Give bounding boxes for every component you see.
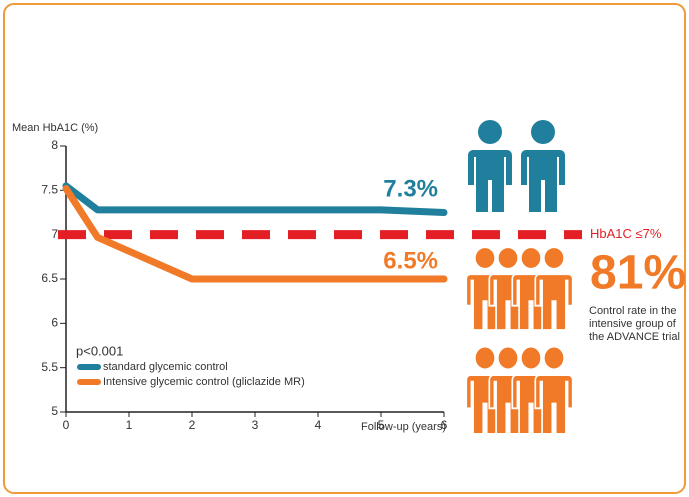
x-tick-label: 0	[63, 418, 70, 432]
y-tick-label: 6.5	[41, 271, 58, 285]
highlight-text: Control rate in the	[589, 305, 676, 317]
series-line	[62, 185, 448, 283]
y-tick-label: 6	[51, 316, 58, 330]
x-tick-label: 1	[126, 418, 133, 432]
x-tick-label: 5	[378, 418, 385, 432]
legend-label: standard glycemic control	[103, 361, 228, 373]
frame	[3, 3, 686, 494]
highlight-text: the ADVANCE trial	[589, 331, 680, 343]
highlight-value: 81%	[590, 247, 686, 300]
highlight-text: intensive group of	[589, 318, 677, 330]
threshold-label: HbA1C ≤7%	[590, 226, 662, 241]
x-tick-label: 4	[315, 418, 322, 432]
y-tick-label: 8	[51, 138, 58, 152]
x-axis-label: Follow-up (years)	[361, 421, 446, 433]
p-value: p<0.001	[76, 343, 123, 358]
legend-label: Intensive glycemic control (gliclazide M…	[103, 376, 305, 388]
annotation: 6.5%	[383, 247, 438, 274]
y-tick-label: 5.5	[41, 360, 58, 374]
x-tick-label: 3	[252, 418, 259, 432]
y-tick-label: 7.5	[41, 183, 58, 197]
y-tick-label: 5	[51, 404, 58, 418]
y-tick-label: 7	[51, 227, 58, 241]
x-tick-label: 2	[189, 418, 196, 432]
x-tick-label: 6	[441, 418, 448, 432]
series-line	[62, 182, 448, 216]
annotation: 7.3%	[383, 175, 438, 202]
y-axis-label: Mean HbA1C (%)	[12, 122, 98, 134]
